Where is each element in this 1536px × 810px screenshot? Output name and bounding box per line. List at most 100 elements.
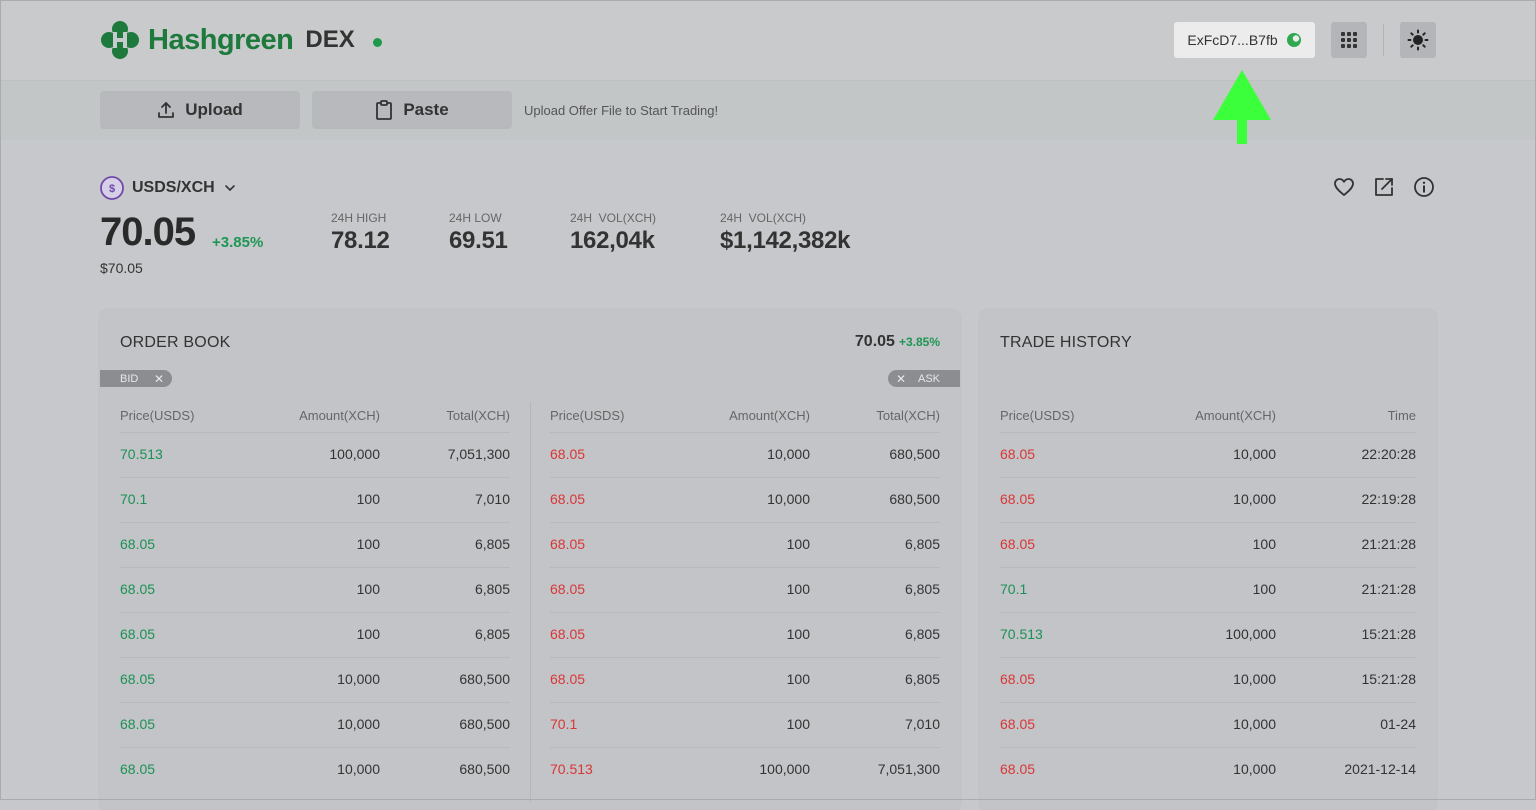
stat-24h-high: 24H HIGH 78.12: [331, 211, 390, 255]
table-row[interactable]: 70.1 100 21:21:28: [1000, 567, 1416, 613]
table-row[interactable]: 68.05 10,000 680,500: [550, 432, 940, 478]
table-row[interactable]: 68.05 100 21:21:28: [1000, 522, 1416, 568]
table-row[interactable]: 68.05 10,000 680,500: [550, 477, 940, 523]
usds-token-icon: $: [100, 176, 124, 200]
market-pair-selector[interactable]: $ USDS/XCH: [100, 176, 237, 200]
bid-price: 68.05: [120, 536, 156, 552]
bid-amount: 100: [356, 536, 380, 552]
ask-filter-chip[interactable]: ✕ ASK: [888, 370, 960, 387]
ask-price: 70.1: [550, 716, 578, 732]
table-row[interactable]: 70.513 100,000 7,051,300: [120, 432, 510, 478]
ask-price: 68.05: [550, 671, 586, 687]
apps-grid-button[interactable]: [1331, 22, 1367, 58]
trade-amount: 100,000: [1225, 626, 1276, 642]
paste-button[interactable]: Paste: [312, 91, 512, 129]
bid-col-amount: Amount(XCH): [299, 408, 380, 423]
bid-total: 6,805: [474, 536, 510, 552]
ask-amount: 100: [786, 671, 810, 687]
heart-icon[interactable]: [1333, 176, 1355, 198]
th-col-amount: Amount(XCH): [1195, 408, 1276, 423]
order-book-divider: [530, 402, 531, 802]
chevron-down-icon: [224, 185, 235, 192]
bid-total: 680,500: [459, 761, 510, 777]
ask-col-total: Total(XCH): [876, 408, 940, 423]
table-row[interactable]: 68.05 100 6,805: [120, 522, 510, 568]
table-row[interactable]: 70.513 100,000 15:21:28: [1000, 612, 1416, 658]
ask-col-price: Price(USDS): [550, 408, 625, 423]
ask-total: 680,500: [889, 491, 940, 507]
bid-filter-chip[interactable]: BID ✕: [100, 370, 172, 387]
pair-name: USDS/XCH: [132, 179, 215, 196]
order-book-change: +3.85%: [898, 335, 940, 349]
ask-price: 68.05: [550, 446, 586, 462]
theme-toggle-button[interactable]: [1400, 22, 1436, 58]
ask-total: 6,805: [904, 626, 940, 642]
bid-total: 6,805: [474, 626, 510, 642]
connection-status-dot: [372, 37, 382, 47]
table-row[interactable]: 68.05 100 6,805: [550, 567, 940, 613]
table-row[interactable]: 68.05 100 6,805: [120, 612, 510, 658]
table-row[interactable]: 68.05 100 6,805: [550, 522, 940, 568]
trade-time: 21:21:28: [1361, 536, 1417, 552]
ask-amount: 100,000: [759, 761, 810, 777]
table-row[interactable]: 68.05 100 6,805: [120, 567, 510, 613]
logo[interactable]: Hashgreen DEX: [100, 20, 382, 60]
bid-total: 680,500: [459, 716, 510, 732]
table-row[interactable]: 68.05 100 6,805: [550, 612, 940, 658]
trade-price: 68.05: [1000, 716, 1036, 732]
ask-total: 6,805: [904, 581, 940, 597]
bid-total: 680,500: [459, 671, 510, 687]
bid-total: 6,805: [474, 581, 510, 597]
table-row[interactable]: 70.513 100,000 7,051,300: [550, 747, 940, 793]
trade-price: 68.05: [1000, 536, 1036, 552]
bid-col-total: Total(XCH): [446, 408, 510, 423]
price-change: +3.85%: [212, 234, 264, 251]
table-row[interactable]: 70.1 100 7,010: [550, 702, 940, 748]
ask-total: 6,805: [904, 671, 940, 687]
stat-value: $1,142,382k: [720, 227, 851, 254]
upload-button[interactable]: Upload: [100, 91, 300, 129]
top-header: Hashgreen DEX ExFcD7...B7fb: [0, 0, 1536, 81]
svg-text:$: $: [109, 183, 115, 195]
sun-icon: [1407, 29, 1429, 51]
order-book-title: ORDER BOOK: [120, 334, 231, 351]
table-row[interactable]: 70.1 100 7,010: [120, 477, 510, 523]
table-row[interactable]: 68.05 10,000 2021-12-14: [1000, 747, 1416, 793]
ask-amount: 10,000: [767, 491, 810, 507]
ask-price: 68.05: [550, 491, 586, 507]
stat-value: 69.51: [449, 227, 508, 254]
upload-label: Upload: [185, 100, 243, 119]
trade-price: 70.1: [1000, 581, 1028, 597]
bid-amount: 10,000: [337, 761, 380, 777]
table-row[interactable]: 68.05 10,000 680,500: [120, 747, 510, 793]
bid-price: 70.1: [120, 491, 148, 507]
ask-amount: 100: [786, 716, 810, 732]
stat-label: 24H LOW: [449, 211, 502, 225]
bid-amount: 100: [356, 581, 380, 597]
wallet-address-button[interactable]: ExFcD7...B7fb: [1174, 22, 1315, 58]
trade-time: 01-24: [1380, 716, 1416, 732]
close-icon[interactable]: ✕: [153, 371, 164, 386]
table-row[interactable]: 68.05 10,000 15:21:28: [1000, 657, 1416, 703]
order-book-last-price: 70.05: [854, 333, 895, 350]
stat-label: 24H VOL(XCH): [720, 211, 807, 225]
external-link-icon[interactable]: [1373, 176, 1395, 198]
upload-hint: Upload Offer File to Start Trading!: [524, 103, 719, 118]
bid-amount: 100: [356, 626, 380, 642]
table-row[interactable]: 68.05 10,000 680,500: [120, 702, 510, 748]
table-row[interactable]: 68.05 10,000 22:19:28: [1000, 477, 1416, 523]
ask-col-amount: Amount(XCH): [729, 408, 810, 423]
order-book-price: 70.05 +3.85%: [855, 333, 940, 351]
brand-suffix: DEX: [305, 26, 355, 53]
hashgreen-logo-icon: [101, 21, 139, 59]
info-icon[interactable]: [1413, 176, 1435, 198]
trade-time: 15:21:28: [1361, 626, 1417, 642]
table-row[interactable]: 68.05 100 6,805: [550, 657, 940, 703]
close-icon[interactable]: ✕: [896, 371, 907, 386]
table-row[interactable]: 68.05 10,000 01-24: [1000, 702, 1416, 748]
table-row[interactable]: 68.05 10,000 22:20:28: [1000, 432, 1416, 478]
bid-price: 68.05: [120, 581, 156, 597]
brand-name: Hashgreen: [148, 23, 294, 56]
trade-history-panel: TRADE HISTORY Price(USDS) Amount(XCH) Ti…: [980, 310, 1436, 810]
table-row[interactable]: 68.05 10,000 680,500: [120, 657, 510, 703]
